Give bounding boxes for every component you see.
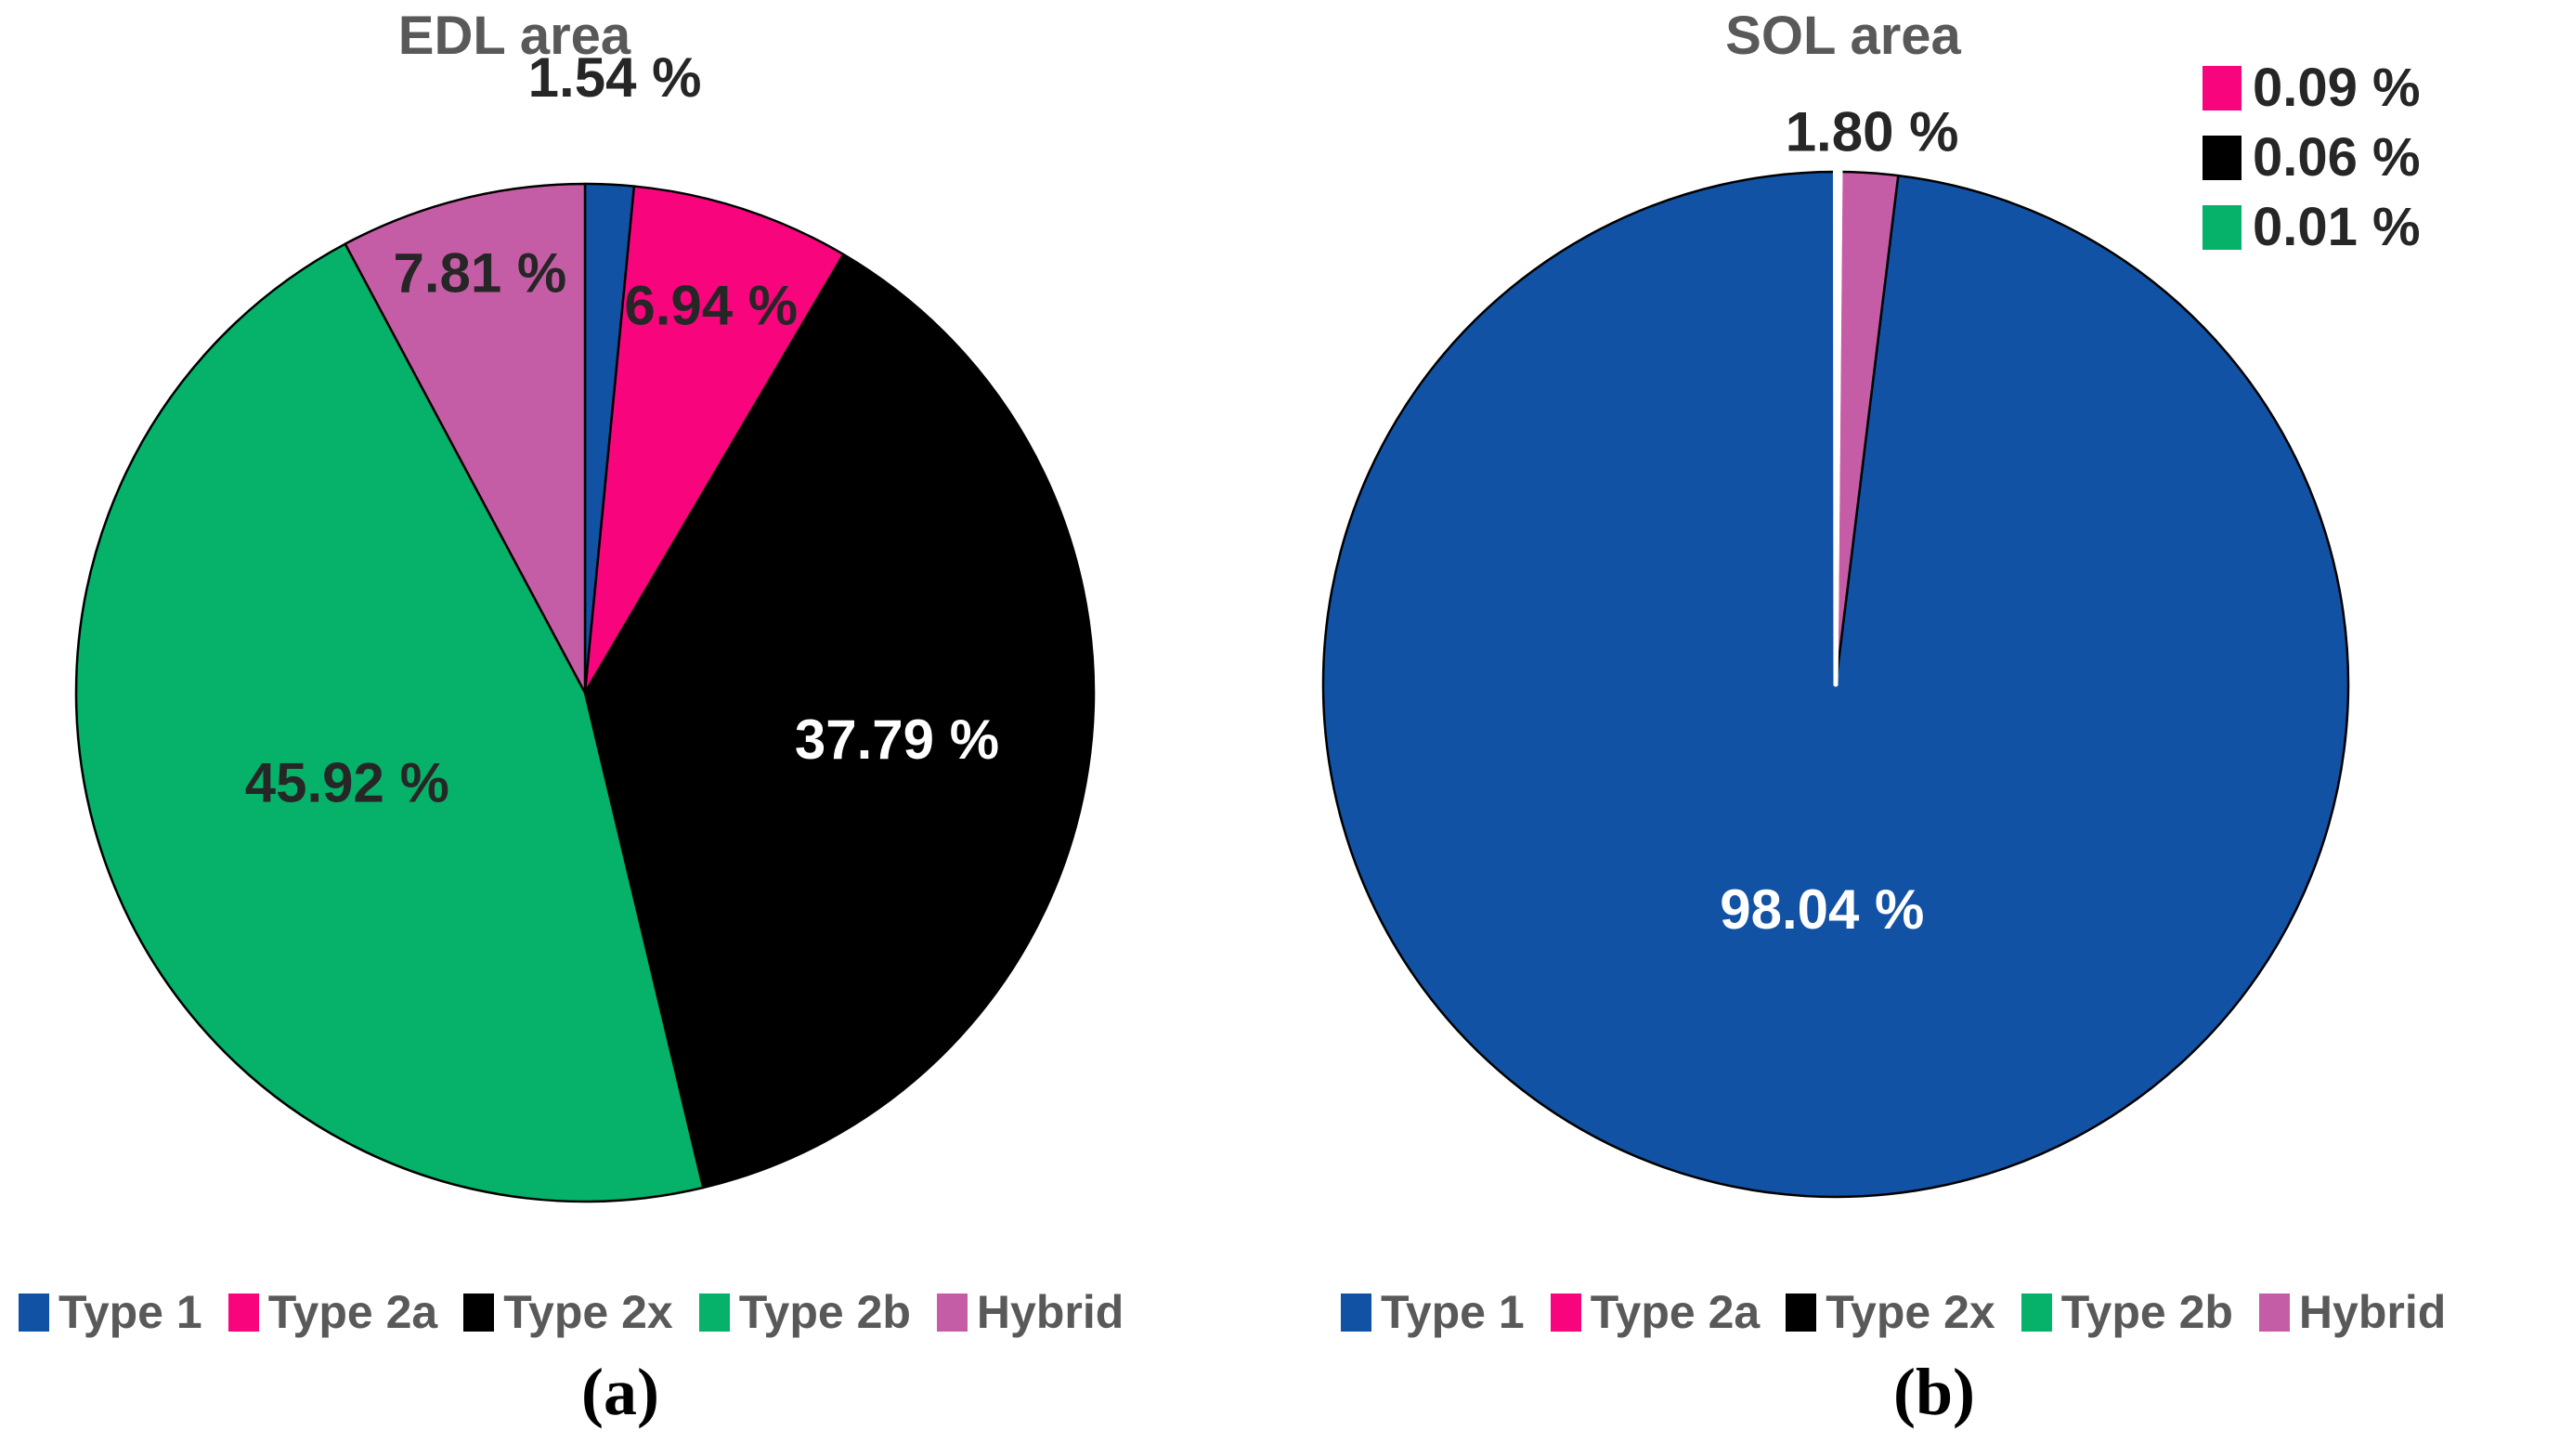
legend-label: Type 2a bbox=[1590, 1286, 1761, 1338]
sol-mini-legend: 0.09 % 0.06 % 0.01 % bbox=[2203, 61, 2421, 254]
legend-label: Type 1 bbox=[58, 1286, 202, 1338]
pie-value-label-type-2a: 6.94 % bbox=[624, 275, 798, 337]
sol-legend-item-type-2x: Type 2x bbox=[1786, 1289, 1995, 1335]
legend-label: Type 2a bbox=[267, 1286, 438, 1338]
pie-slice-hybrid bbox=[344, 182, 587, 695]
legend-label: Type 2x bbox=[1826, 1286, 1995, 1338]
sol-chart-title: SOL area bbox=[1725, 6, 1961, 66]
legend-swatch bbox=[1786, 1293, 1817, 1332]
legend-label: Type 2b bbox=[738, 1286, 911, 1338]
edl-chart-title: EDL area bbox=[397, 6, 631, 66]
pie-slice-type-2a bbox=[583, 185, 845, 695]
legend-label: Type 1 bbox=[1381, 1286, 1525, 1338]
pie-slice-type-2b bbox=[74, 242, 705, 1203]
legend-swatch bbox=[227, 1293, 259, 1332]
legend-swatch bbox=[1341, 1293, 1371, 1332]
legend-label: Type 2b bbox=[2060, 1286, 2233, 1338]
legend-label: 0.06 % bbox=[2253, 127, 2421, 188]
pie-value-label-type-2x: 37.79 % bbox=[795, 708, 999, 771]
sol-legend-item-type-2b: Type 2b bbox=[2021, 1289, 2233, 1335]
pie-value-label-type-1: 98.04 % bbox=[1720, 878, 1924, 941]
sol-legend-item-hybrid: Hybrid bbox=[2258, 1286, 2447, 1338]
edl-legend-item-type-1: Type 1 bbox=[19, 1289, 202, 1335]
legend-swatch bbox=[19, 1293, 49, 1332]
pie-value-label-type-2b: 45.92 % bbox=[245, 752, 449, 814]
pie-value-label-type-1: 1.54 % bbox=[528, 46, 702, 109]
legend-swatch bbox=[936, 1293, 968, 1332]
legend-label: Hybrid bbox=[2298, 1286, 2447, 1338]
pie-slice-type-2x bbox=[583, 253, 1096, 1190]
pie-slice-type-2b bbox=[1833, 169, 1843, 687]
edl-legend: Type 1 Type 2a Type 2x Type 2b Hybrid bbox=[19, 1289, 1124, 1335]
edl-legend-item-hybrid: Hybrid bbox=[936, 1286, 1124, 1338]
sol-legend-item-type-1: Type 1 bbox=[1341, 1289, 1525, 1335]
legend-swatch bbox=[2258, 1293, 2290, 1332]
sol-mini-legend-item-0-06-: 0.06 % bbox=[2203, 131, 2421, 185]
legend-label: 0.09 % bbox=[2253, 58, 2421, 118]
edl-legend-item-type-2a: Type 2a bbox=[227, 1286, 438, 1338]
legend-swatch bbox=[2021, 1293, 2052, 1332]
legend-label: 0.01 % bbox=[2253, 197, 2421, 257]
legend-swatch bbox=[463, 1293, 495, 1332]
caption-a: (a) bbox=[581, 1355, 659, 1429]
legend-swatch bbox=[2203, 66, 2242, 110]
sol-mini-legend-item-0-01-: 0.01 % bbox=[2203, 201, 2421, 254]
sol-mini-legend-item-0-09-: 0.09 % bbox=[2203, 61, 2421, 115]
sol-legend-item-type-2a: Type 2a bbox=[1550, 1286, 1761, 1338]
pie-value-label-hybrid: 7.81 % bbox=[393, 242, 566, 305]
legend-swatch bbox=[2203, 205, 2242, 250]
sol-legend: Type 1 Type 2a Type 2x Type 2b Hybrid bbox=[1341, 1289, 2446, 1335]
legend-swatch bbox=[698, 1293, 730, 1332]
edl-legend-item-type-2b: Type 2b bbox=[698, 1286, 911, 1338]
legend-label: Hybrid bbox=[976, 1286, 1124, 1338]
legend-swatch bbox=[1550, 1293, 1581, 1332]
caption-b: (b) bbox=[1893, 1355, 1975, 1429]
legend-label: Type 2x bbox=[503, 1286, 673, 1338]
edl-legend-item-type-2x: Type 2x bbox=[463, 1289, 673, 1335]
pie-value-label-hybrid: 1.80 % bbox=[1786, 101, 1959, 163]
legend-swatch bbox=[2203, 136, 2242, 180]
